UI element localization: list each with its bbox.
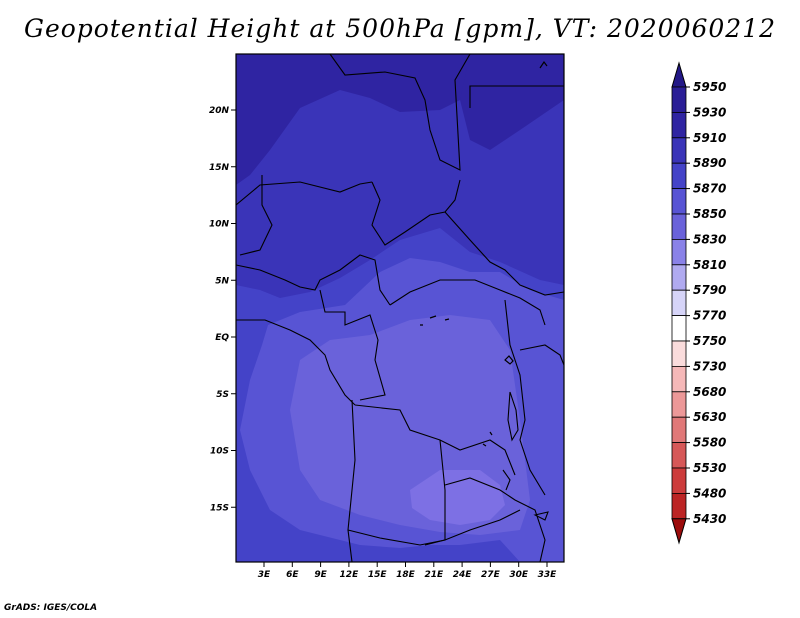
lon-tick-label: 12E	[340, 570, 360, 580]
colorbar-label: 5790	[693, 283, 726, 297]
colorbar-segment	[671, 340, 687, 367]
lon-tick-label: 18E	[396, 570, 416, 580]
colorbar-label: 5430	[693, 512, 726, 526]
colorbar: 5950 5930 5910 5890 5870 5850 5830 5810 5790 5770…	[671, 61, 726, 545]
colorbar-segment	[671, 137, 687, 164]
fill-5930-east	[460, 54, 564, 150]
lon-tick-label: 33E	[538, 570, 558, 580]
lat-tick-label: EQ	[215, 333, 229, 343]
lat-tick-label: 5S	[216, 390, 229, 400]
lon-tick-label: 3E	[258, 570, 271, 580]
colorbar-segment	[671, 365, 687, 393]
colorbar-label: 5830	[693, 232, 726, 246]
lon-tick-label: 15E	[368, 570, 388, 580]
lat-tick-label: 5N	[215, 276, 229, 286]
colorbar-segment	[671, 492, 687, 520]
colorbar-segment	[671, 416, 687, 444]
lon-tick-label: 24E	[453, 570, 473, 580]
colorbar-label: 5480	[693, 486, 726, 500]
colorbar-label: 5850	[693, 207, 726, 221]
map-title: Geopotential Height at 500hPa [gpm], VT:…	[23, 14, 777, 43]
credit-label: GrADS: IGES/COLA	[4, 603, 98, 613]
colorbar-segment	[671, 162, 687, 189]
colorbar-label: 5810	[693, 258, 726, 272]
colorbar-label: 5530	[693, 461, 726, 475]
lat-tick-label: 15N	[209, 163, 230, 173]
lakes	[420, 60, 548, 447]
lat-tick-label: 10S	[210, 447, 229, 457]
lat-tick-label: 10N	[209, 220, 230, 230]
colorbar-segment	[671, 289, 687, 317]
lon-tick-label: 21E	[424, 570, 444, 580]
country-borders	[236, 54, 564, 562]
colorbar-label: 5890	[693, 156, 726, 170]
longitude-axis: 3E 6E 9E 12E 15E 18E 21E 24E 27E 30E 33E	[258, 562, 557, 580]
colorbar-label: 5750	[693, 334, 726, 348]
lon-tick-label: 9E	[314, 570, 327, 580]
colorbar-label: 5580	[693, 436, 726, 450]
fill-5830-south	[410, 470, 505, 525]
colorbar-label: 5930	[693, 105, 726, 119]
lon-tick-label: 27E	[481, 570, 501, 580]
map-frame	[235, 53, 565, 563]
colorbar-top-arrow	[671, 61, 687, 88]
colorbar-segment	[671, 188, 687, 215]
colorbar-segment	[671, 391, 687, 418]
colorbar-segment	[671, 213, 687, 240]
colorbar-label: 5910	[693, 131, 726, 145]
latitude-axis: 20N 15N 10N 5N EQ 5S 10S 15S	[209, 106, 236, 513]
colorbar-segment	[671, 112, 687, 139]
contour-fills	[236, 54, 564, 562]
colorbar-segment	[671, 264, 687, 291]
colorbar-bottom-arrow	[671, 518, 687, 545]
colorbar-label: 5770	[693, 309, 726, 323]
colorbar-label: 5730	[693, 359, 726, 373]
colorbar-label: 5870	[693, 182, 726, 196]
colorbar-label: 5680	[693, 385, 726, 399]
lon-tick-label: 30E	[509, 570, 529, 580]
colorbar-segment	[671, 238, 687, 266]
lon-tick-label: 6E	[286, 570, 299, 580]
colorbar-segment	[671, 442, 687, 469]
colorbar-segment	[671, 86, 687, 113]
lat-tick-label: 20N	[209, 106, 230, 116]
lat-tick-label: 15S	[210, 503, 229, 513]
colorbar-label: 5950	[693, 80, 726, 94]
colorbar-label: 5630	[693, 410, 726, 424]
colorbar-segment	[671, 467, 687, 494]
colorbar-segment	[671, 315, 687, 342]
